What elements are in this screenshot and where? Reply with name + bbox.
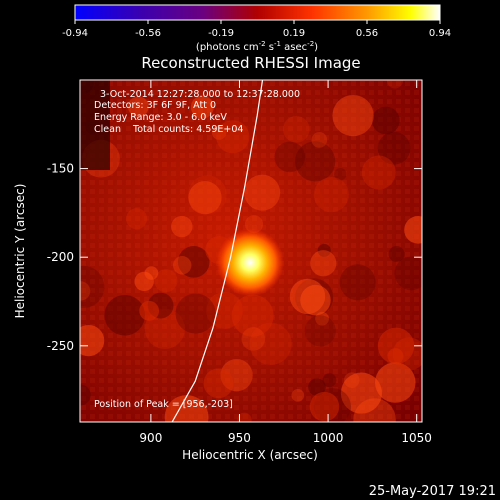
image-mottle xyxy=(377,327,415,365)
x-tick-label: 950 xyxy=(228,431,251,445)
image-mottle xyxy=(392,337,422,371)
colorbar-tick-label: 0.94 xyxy=(429,28,451,39)
image-mottle xyxy=(203,368,234,399)
image-mottle xyxy=(216,120,250,154)
image-mottle xyxy=(386,80,404,89)
image-mottle xyxy=(139,300,160,321)
colorbar-units: (photons cm-2 s-1 asec-2) xyxy=(196,40,318,53)
image-mottle xyxy=(126,208,148,230)
x-axis-label: Heliocentric X (arcsec) xyxy=(182,448,318,462)
y-tick-label: -250 xyxy=(47,339,74,353)
image-mottle xyxy=(244,174,281,211)
image-mottle xyxy=(377,131,411,165)
image-mottle xyxy=(80,324,105,357)
image-mottle xyxy=(304,315,336,347)
colorbar-tick-label: 0.19 xyxy=(283,28,305,39)
image-mottle xyxy=(177,246,210,278)
image-mottle xyxy=(313,388,352,422)
image-mottle xyxy=(127,96,149,118)
image-mottle xyxy=(388,246,405,262)
colorbar-tick-label: -0.19 xyxy=(208,28,234,39)
y-tick-label: -200 xyxy=(47,250,74,264)
image-mottle xyxy=(211,125,227,140)
x-tick-label: 900 xyxy=(139,431,162,445)
image-mottle xyxy=(80,281,91,301)
image-mottle xyxy=(315,311,329,326)
image-mottle xyxy=(313,176,349,213)
image-mottle xyxy=(361,155,396,190)
colorbar-gradient xyxy=(74,4,441,21)
image-mottle xyxy=(154,269,178,293)
x-tick-label: 1000 xyxy=(313,431,344,445)
image-mottle xyxy=(231,294,274,337)
image-mottle xyxy=(274,141,306,173)
colorbar: -0.94 -0.56 -0.19 0.19 0.56 0.94 (photons cm-… xyxy=(62,4,451,53)
annotation-peak-position: Position of Peak = [956,-203] xyxy=(94,399,233,410)
colorbar-tick-label: -0.94 xyxy=(62,28,88,39)
colorbar-tick-label: 0.56 xyxy=(356,28,378,39)
image-mottle xyxy=(172,256,192,275)
annotation-detectors: Detectors: 3F 6F 9F, Att 0 xyxy=(94,100,216,111)
annotation-energy-range: Energy Range: 3.0 - 6.0 keV xyxy=(94,112,227,123)
image-mottle xyxy=(175,293,216,334)
annotation-time-range: 3-Oct-2014 12:27:28.000 to 12:37:28.000 xyxy=(100,89,300,100)
image-mottle xyxy=(134,271,154,292)
image-mottle xyxy=(80,265,105,309)
solar-limb-curve xyxy=(171,80,264,422)
image-mottle xyxy=(104,294,146,336)
image-mottle xyxy=(375,362,416,403)
image-mottle xyxy=(311,132,328,148)
image-mottle xyxy=(340,372,382,414)
image-mottle xyxy=(309,391,340,422)
plot-image xyxy=(80,80,422,422)
image-mottle xyxy=(187,175,227,215)
plot-frame xyxy=(79,79,423,423)
image-mottle xyxy=(237,412,252,422)
image-mottle xyxy=(241,327,266,351)
image-mottle xyxy=(334,168,347,181)
image-mottle xyxy=(291,389,305,402)
image-mottle xyxy=(282,116,310,143)
image-mottle xyxy=(220,358,253,392)
image-mottle xyxy=(339,264,376,301)
image-mottle xyxy=(404,216,422,244)
x-tick-label: 1050 xyxy=(401,431,432,445)
image-mottle xyxy=(317,243,331,257)
image-mottle xyxy=(372,106,400,135)
image-mottle xyxy=(289,278,326,315)
image-mottle xyxy=(322,373,337,388)
image-mottle xyxy=(249,322,292,365)
y-tick-label: -150 xyxy=(47,162,74,176)
image-dark-corner xyxy=(80,80,110,170)
image-mottle xyxy=(80,384,91,406)
image-mottle xyxy=(295,141,336,182)
annotation-block: 3-Oct-2014 12:27:28.000 to 12:37:28.000 … xyxy=(94,89,300,410)
image-mottle xyxy=(190,95,214,119)
image-mottle xyxy=(171,215,193,238)
footer-timestamp: 25-May-2017 19:21 xyxy=(369,484,496,499)
colorbar-ticks: -0.94 -0.56 -0.19 0.19 0.56 0.94 xyxy=(62,20,451,39)
image-structure xyxy=(80,80,422,422)
image-mottle xyxy=(188,181,222,215)
peak-source xyxy=(216,228,285,297)
image-mottle xyxy=(394,256,422,291)
axes: 900 950 1000 1050 -150 -200 -250 xyxy=(47,80,432,445)
image-mottle xyxy=(308,378,326,396)
chart-title: Reconstructed RHESSI Image xyxy=(141,54,360,72)
y-axis-label: Heliocentric Y (arcsec) xyxy=(13,184,27,319)
image-mottle xyxy=(332,94,374,137)
annotation-clean-counts: Clean Total counts: 4.59E+04 xyxy=(94,124,243,135)
colorbar-tick-label: -0.56 xyxy=(135,28,161,39)
image-mottle xyxy=(310,250,337,277)
